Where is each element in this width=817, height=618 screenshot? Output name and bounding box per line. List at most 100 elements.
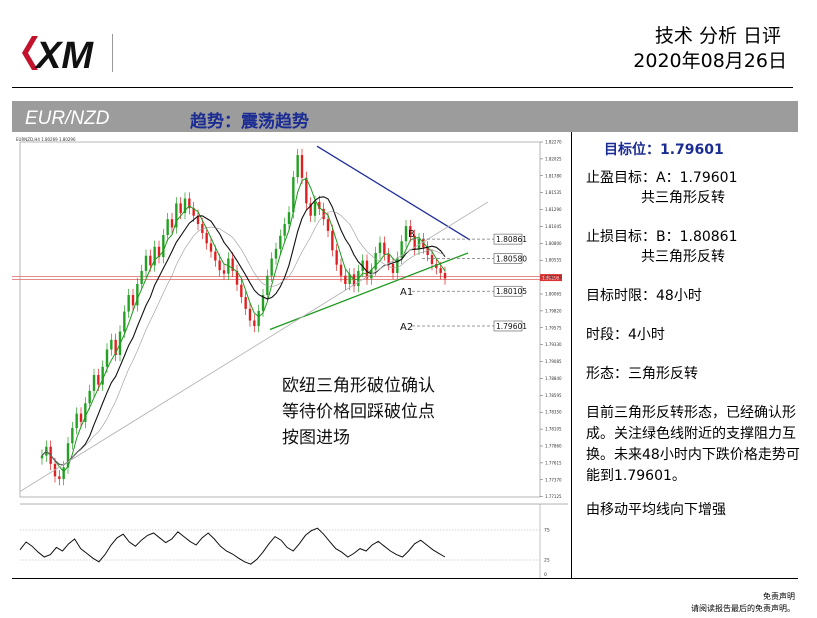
candle-body bbox=[300, 155, 304, 178]
y-tick-label: 1.80310 bbox=[545, 275, 562, 280]
candle-body bbox=[92, 374, 96, 391]
y-tick-label: 1.81290 bbox=[545, 207, 562, 212]
y-tick-label: 1.78595 bbox=[545, 393, 562, 398]
candle-body bbox=[409, 226, 412, 236]
y-tick-label: 1.79820 bbox=[545, 308, 562, 313]
level-label: B bbox=[408, 229, 415, 240]
trendline-resistance bbox=[316, 145, 471, 241]
candle-body bbox=[123, 311, 126, 332]
candle-body bbox=[413, 235, 416, 249]
candle-body bbox=[257, 310, 260, 327]
y-tick-label: 1.80555 bbox=[545, 258, 562, 263]
candle-body bbox=[261, 295, 265, 311]
candle-body bbox=[244, 297, 247, 309]
candle-body bbox=[222, 270, 226, 274]
stop-loss-line1: 止损目标：B：1.80861 bbox=[586, 229, 738, 245]
y-tick-label: 1.78105 bbox=[545, 427, 562, 432]
timeframe: 时段：4小时 bbox=[586, 327, 665, 343]
chart-svg: 1.80296 1.82270 1.82025 1.81780 1.81535 1.81… bbox=[12, 137, 568, 578]
candle-body bbox=[378, 242, 382, 253]
candle-body bbox=[58, 476, 61, 480]
candle-body bbox=[105, 349, 109, 367]
candle-body bbox=[266, 275, 269, 296]
chart-annotation-line1: 欧纽三角形破位确认 bbox=[282, 376, 435, 396]
candle-body bbox=[430, 255, 434, 265]
candle-body bbox=[391, 264, 395, 273]
candle-body bbox=[140, 270, 143, 284]
y-tick-label: 1.77125 bbox=[545, 494, 562, 499]
candle-body bbox=[110, 339, 113, 350]
level-value: 1.79601 bbox=[496, 322, 527, 331]
currency-pair: EUR/NZD bbox=[25, 108, 110, 129]
candle-body bbox=[426, 247, 429, 256]
level-label: A2 bbox=[400, 322, 413, 333]
candle-body bbox=[188, 198, 191, 209]
candle-body bbox=[88, 390, 91, 404]
candle-body bbox=[400, 241, 403, 258]
candle-body bbox=[79, 413, 83, 422]
candle-body bbox=[214, 251, 217, 261]
candle-body bbox=[71, 428, 74, 444]
trendline-long bbox=[19, 201, 489, 492]
candle-body bbox=[322, 208, 325, 220]
osc-level-label: 75 bbox=[544, 528, 550, 534]
y-tick-label: 1.78840 bbox=[545, 376, 562, 381]
disclaimer-text: 请阅读报告最后的免责声明。 bbox=[691, 604, 795, 613]
chart-divider bbox=[571, 132, 572, 578]
ma-slow-line bbox=[41, 196, 446, 466]
candle-body bbox=[162, 235, 165, 258]
chart-annotation-line3: 按图进场 bbox=[282, 428, 350, 448]
candle-body bbox=[136, 284, 139, 306]
level-box bbox=[493, 233, 523, 245]
candle-body bbox=[274, 248, 278, 259]
y-tick-label: 1.80800 bbox=[545, 241, 562, 246]
candle-body bbox=[170, 219, 174, 228]
xm-logo: XM bbox=[22, 34, 113, 76]
y-tick-label: 1.82270 bbox=[545, 140, 562, 145]
pattern: 形态：三角形反转 bbox=[586, 366, 698, 382]
candle-body bbox=[75, 413, 78, 429]
candle-body bbox=[313, 201, 317, 216]
osc-zero-label: 0 bbox=[544, 572, 547, 578]
candle-body bbox=[231, 258, 234, 271]
y-tick-label: 1.82025 bbox=[545, 156, 562, 161]
candle-body bbox=[344, 275, 347, 284]
candle-body bbox=[253, 320, 256, 327]
take-profit-line1: 止盈目标：A：1.79601 bbox=[586, 170, 738, 186]
logo-text: XM bbox=[34, 35, 94, 76]
price-chart: 1.80296 1.82270 1.82025 1.81780 1.81535 1.81… bbox=[12, 132, 571, 578]
candle-body bbox=[196, 215, 200, 225]
candle-body bbox=[84, 403, 87, 422]
candle-body bbox=[417, 239, 421, 249]
candle-body bbox=[157, 246, 161, 258]
ma-fast-line bbox=[41, 177, 446, 473]
chart-header-text: EURNZD,H4 1.80269 1.80296 bbox=[16, 137, 76, 142]
level-value: 1.80861 bbox=[496, 235, 527, 244]
candle-body bbox=[248, 308, 252, 321]
candle-body bbox=[387, 254, 390, 265]
candle-body bbox=[292, 177, 295, 213]
candle-body bbox=[101, 366, 104, 385]
candle-body bbox=[183, 198, 187, 213]
y-tick-label: 1.81780 bbox=[545, 173, 562, 178]
candle-body bbox=[209, 243, 213, 252]
ma-envelope-line bbox=[41, 211, 446, 466]
chart-frame bbox=[19, 141, 541, 498]
candle-body bbox=[439, 268, 442, 273]
candle-body bbox=[374, 252, 377, 270]
trend-label: 趋势：震荡趋势 bbox=[190, 112, 309, 132]
candle-body bbox=[218, 260, 221, 271]
candle-body bbox=[443, 272, 447, 279]
candle-body bbox=[331, 230, 334, 251]
y-tick-label: 1.79330 bbox=[545, 342, 562, 347]
target-price: 目标位：1.79601 bbox=[604, 142, 724, 158]
osc-line bbox=[19, 527, 446, 565]
time-horizon: 目标时限：48小时 bbox=[586, 288, 702, 304]
candle-body bbox=[283, 224, 286, 236]
osc-level-label: 25 bbox=[544, 558, 550, 564]
candle-body bbox=[235, 270, 239, 285]
candle-body bbox=[114, 339, 117, 355]
level-value: 1.80105 bbox=[496, 287, 527, 296]
y-tick-label: 1.77615 bbox=[545, 460, 562, 465]
price-tag-text: 1.80296 bbox=[542, 276, 560, 281]
